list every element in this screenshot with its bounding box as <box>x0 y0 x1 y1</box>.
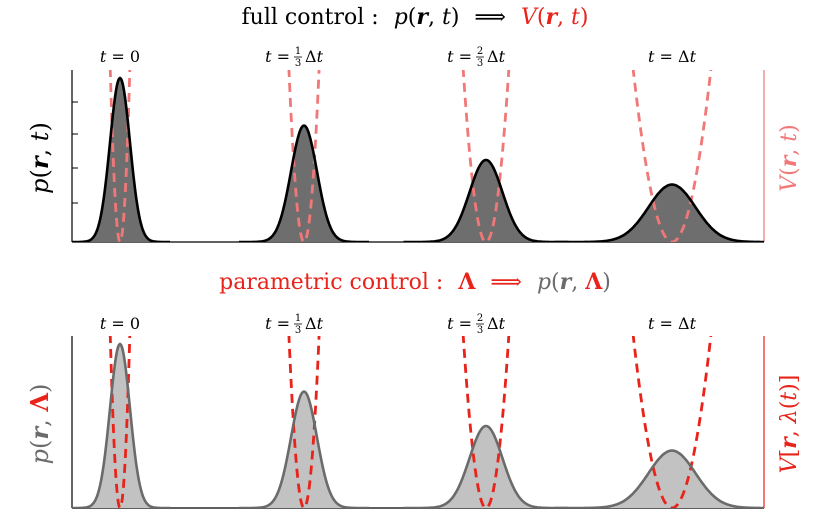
bottom-time-label-1: t = 0 <box>100 314 140 333</box>
top-potential-3 <box>461 70 511 242</box>
svg-text:3: 3 <box>477 58 483 69</box>
svg-text:Δt: Δt <box>487 47 506 66</box>
svg-text:2: 2 <box>477 313 483 324</box>
bottom-density-fill-1 <box>72 344 170 508</box>
bottom-ylabel-left: p(r, Λ) <box>25 384 54 465</box>
bottom-potential-1 <box>108 336 132 508</box>
top-heading: full control : p(r, t) ⟹ V(r, t) <box>242 4 589 30</box>
top-time-label-1: t = 0 <box>100 47 140 66</box>
svg-text:t =: t = <box>447 314 472 333</box>
bottom-density-fill-4 <box>554 450 764 508</box>
svg-text:1: 1 <box>295 46 301 57</box>
top-density-fill-2 <box>239 125 369 242</box>
svg-text:t = Δt: t = Δt <box>648 314 697 333</box>
top-potential-4 <box>631 70 713 242</box>
svg-text:2: 2 <box>477 46 483 57</box>
top-density-curve-2 <box>239 124 369 242</box>
bottom-time-label-4: t = Δt <box>648 314 697 333</box>
svg-text:t = Δt: t = Δt <box>648 47 697 66</box>
svg-text:t =: t = <box>265 314 290 333</box>
svg-text:3: 3 <box>295 325 301 336</box>
svg-text:Δt: Δt <box>487 314 506 333</box>
bottom-density-curve-4 <box>554 449 764 508</box>
bottom-heading: parametric control : Λ ⟹ p(r, Λ) <box>219 269 611 295</box>
top-density-curve-3 <box>403 158 569 242</box>
bottom-density-fill-3 <box>403 426 569 508</box>
top-density-curve-1 <box>72 76 170 242</box>
top-time-label-2: t = 13 Δt <box>265 46 324 69</box>
bottom-time-label-3: t = 23 Δt <box>447 313 506 336</box>
svg-text:t =: t = <box>447 47 472 66</box>
bottom-density-curve-2 <box>239 390 369 508</box>
bottom-potential-4 <box>631 336 713 508</box>
svg-text:3: 3 <box>295 58 301 69</box>
top-potential-1 <box>108 70 132 242</box>
svg-text:3: 3 <box>477 325 483 336</box>
bottom-potential-3 <box>461 336 511 508</box>
bottom-density-curve-3 <box>403 424 569 508</box>
bottom-density-fill-2 <box>239 391 369 508</box>
top-ylabel-left: p(r, t) <box>25 122 54 194</box>
svg-text:t = 0: t = 0 <box>100 47 140 66</box>
top-ylabel-right: V(r, t) <box>776 124 802 192</box>
top-time-label-4: t = Δt <box>648 47 697 66</box>
top-density-fill-4 <box>554 184 764 242</box>
svg-text:Δt: Δt <box>305 47 324 66</box>
bottom-density-curve-1 <box>72 342 170 508</box>
svg-text:t =: t = <box>265 47 290 66</box>
top-time-label-3: t = 23 Δt <box>447 46 506 69</box>
top-density-fill-3 <box>403 160 569 242</box>
svg-text:Δt: Δt <box>305 314 324 333</box>
top-density-fill-1 <box>72 78 170 242</box>
bottom-ylabel-right: V[r, λ(t)] <box>776 375 802 474</box>
top-density-curve-4 <box>554 183 764 242</box>
svg-text:1: 1 <box>295 313 301 324</box>
bottom-time-label-2: t = 13 Δt <box>265 313 324 336</box>
svg-text:t = 0: t = 0 <box>100 314 140 333</box>
